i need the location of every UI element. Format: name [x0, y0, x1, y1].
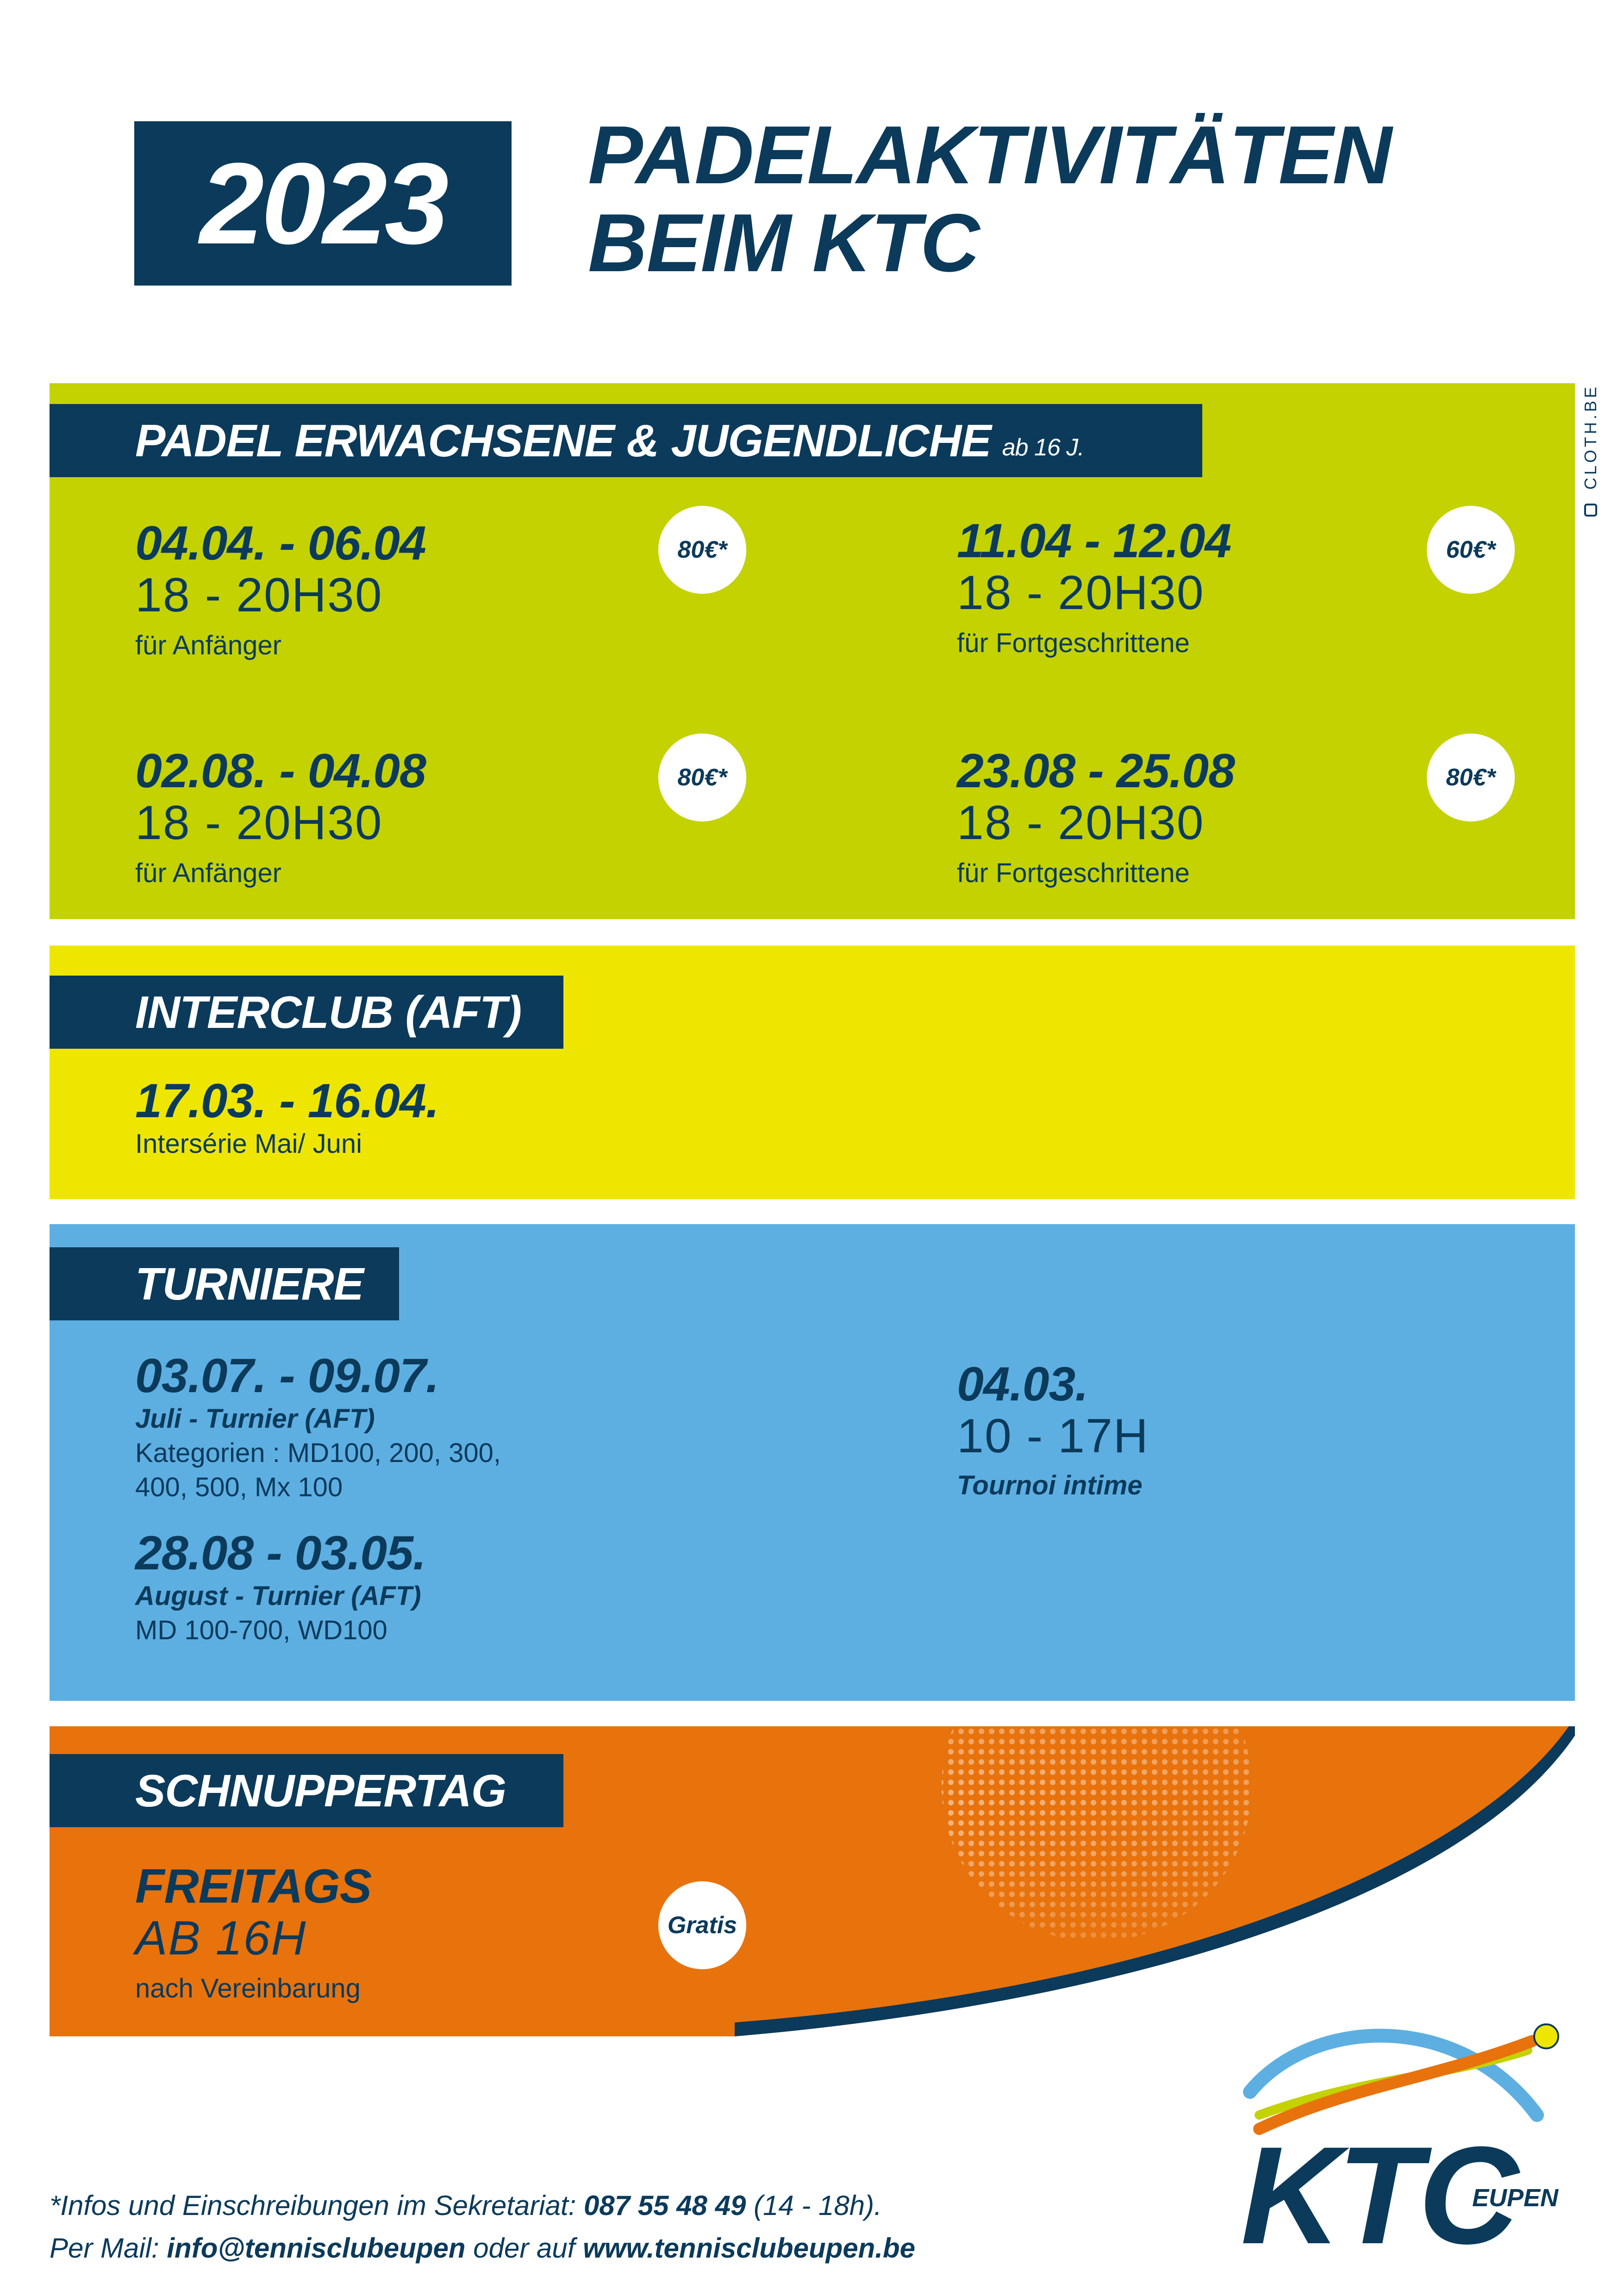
event-date: 04.03. [957, 1357, 1088, 1411]
price-badge: 80€* [658, 506, 746, 594]
event-date: 04.04. - 06.04 [135, 516, 426, 570]
office-hours: (14 - 18h). [746, 2190, 882, 2221]
turniere-section: TURNIERE 03.07. - 09.07. Juli - Turnier … [50, 1224, 1575, 1701]
event-date: 03.07. - 09.07. [135, 1349, 439, 1403]
page-title-line2: BEIM KTC [588, 197, 980, 289]
turniere-section-header: TURNIERE [50, 1247, 399, 1320]
turnier-event-2: 28.08 - 03.05. August - Turnier (AFT) MD… [135, 1527, 426, 1648]
schnuppertag-section-header: SCHNUPPERTAG [50, 1754, 563, 1827]
event-time: 18 - 20H30 [957, 796, 1205, 850]
ktc-logo-text: KTC [1241, 2117, 1519, 2273]
event-date: 23.08 - 25.08 [957, 744, 1235, 798]
event-day: FREITAGS [135, 1860, 372, 1913]
halftone-ball [942, 1726, 1252, 1941]
padel-event-3: 02.08. - 04.08 18 - 20H30 für Anfänger [135, 745, 426, 891]
padel-event-4: 23.08 - 25.08 18 - 20H30 für Fortgeschri… [957, 745, 1235, 891]
interclub-event: 17.03. - 16.04. Intersérie Mai/ Juni [135, 1075, 439, 1161]
event-time: 18 - 20H30 [957, 566, 1205, 620]
phone-number[interactable]: 087 55 48 49 [583, 2190, 746, 2221]
ktc-logo-city: EUPEN [1472, 2184, 1559, 2212]
decorative-ball-graphic [735, 1726, 1575, 2036]
event-level: für Anfänger [135, 858, 281, 888]
page-title-line1: PADELAKTIVITÄTEN [588, 109, 1392, 201]
turnier-event-1: 03.07. - 09.07. Juli - Turnier (AFT) Kat… [135, 1350, 501, 1505]
footer-line-2: Per Mail: info@tennisclubeupen oder auf … [50, 2227, 1161, 2270]
event-name: August - Turnier (AFT) [135, 1581, 421, 1611]
price-badge: 80€* [1427, 734, 1515, 821]
price-badge: 60€* [1427, 506, 1515, 594]
interclub-section: INTERCLUB (AFT) 17.03. - 16.04. Intersér… [50, 946, 1575, 1199]
or-label: oder auf [465, 2233, 583, 2264]
padel-section-subtitle: ab 16 J. [1002, 434, 1085, 461]
event-name: Tournoi intime [957, 1470, 1143, 1500]
event-date: 02.08. - 04.08 [135, 744, 426, 798]
white-swoosh [735, 1736, 1575, 2036]
event-categories: MD 100-700, WD100 [135, 1615, 387, 1645]
website-link[interactable]: www.tennisclubeupen.be [583, 2233, 915, 2264]
event-time: 18 - 20H30 [135, 796, 383, 850]
instagram-icon [1584, 504, 1597, 517]
event-categories: Kategorien : MD100, 200, 300, [135, 1438, 501, 1468]
ktc-logo-icon [1243, 2023, 1559, 2135]
event-time: 18 - 20H30 [135, 568, 383, 622]
mail-label: Per Mail: [50, 2233, 167, 2264]
event-note: Intersérie Mai/ Juni [135, 1129, 362, 1159]
turnier-event-3: 04.03. 10 - 17H Tournoi intime [957, 1358, 1149, 1503]
event-level: für Anfänger [135, 630, 281, 660]
event-categories-cont: 400, 500, Mx 100 [135, 1472, 343, 1502]
interclub-section-title: INTERCLUB (AFT) [135, 986, 522, 1038]
turniere-section-title: TURNIERE [135, 1258, 364, 1309]
page-title: PADELAKTIVITÄTEN BEIM KTC [588, 111, 1583, 287]
design-credit: CLOTH.BE [1581, 384, 1600, 517]
footer-info-label: *Infos und Einschreibungen im Sekretaria… [50, 2190, 584, 2221]
event-time: 10 - 17H [957, 1409, 1149, 1463]
event-date: 11.04 - 12.04 [957, 514, 1231, 568]
event-date: 17.03. - 16.04. [135, 1074, 439, 1128]
event-name: Juli - Turnier (AFT) [135, 1404, 375, 1434]
email-link[interactable]: info@tennisclubeupen [167, 2233, 466, 2264]
design-credit-text: CLOTH.BE [1581, 384, 1600, 490]
padel-section-header: PADEL ERWACHSENE & JUGENDLICHE ab 16 J. [50, 404, 1202, 477]
interclub-section-header: INTERCLUB (AFT) [50, 976, 563, 1049]
event-date: 28.08 - 03.05. [135, 1526, 426, 1580]
schnuppertag-section: SCHNUPPERTAG FREITAGS AB 16H nach Verein… [50, 1726, 1575, 2036]
footer-contact: *Infos und Einschreibungen im Sekretaria… [50, 2184, 1161, 2270]
footer-line-1: *Infos und Einschreibungen im Sekretaria… [50, 2184, 1161, 2227]
event-time: AB 16H [135, 1911, 307, 1965]
padel-section-title: PADEL ERWACHSENE & JUGENDLICHE [135, 415, 992, 466]
price-badge: Gratis [658, 1881, 746, 1969]
event-note: nach Vereinbarung [135, 1973, 361, 2004]
padel-section: PADEL ERWACHSENE & JUGENDLICHE ab 16 J. … [50, 383, 1575, 919]
price-badge: 80€* [658, 734, 746, 821]
year-badge: 2023 [134, 121, 512, 286]
event-level: für Fortgeschrittene [957, 628, 1190, 658]
padel-event-2: 11.04 - 12.04 18 - 20H30 für Fortgeschri… [957, 515, 1231, 661]
schnuppertag-section-title: SCHNUPPERTAG [135, 1765, 506, 1816]
schnuppertag-event: FREITAGS AB 16H nach Vereinbarung [135, 1860, 372, 2007]
event-level: für Fortgeschrittene [957, 858, 1190, 888]
padel-event-1: 04.04. - 06.04 18 - 20H30 für Anfänger [135, 517, 426, 664]
